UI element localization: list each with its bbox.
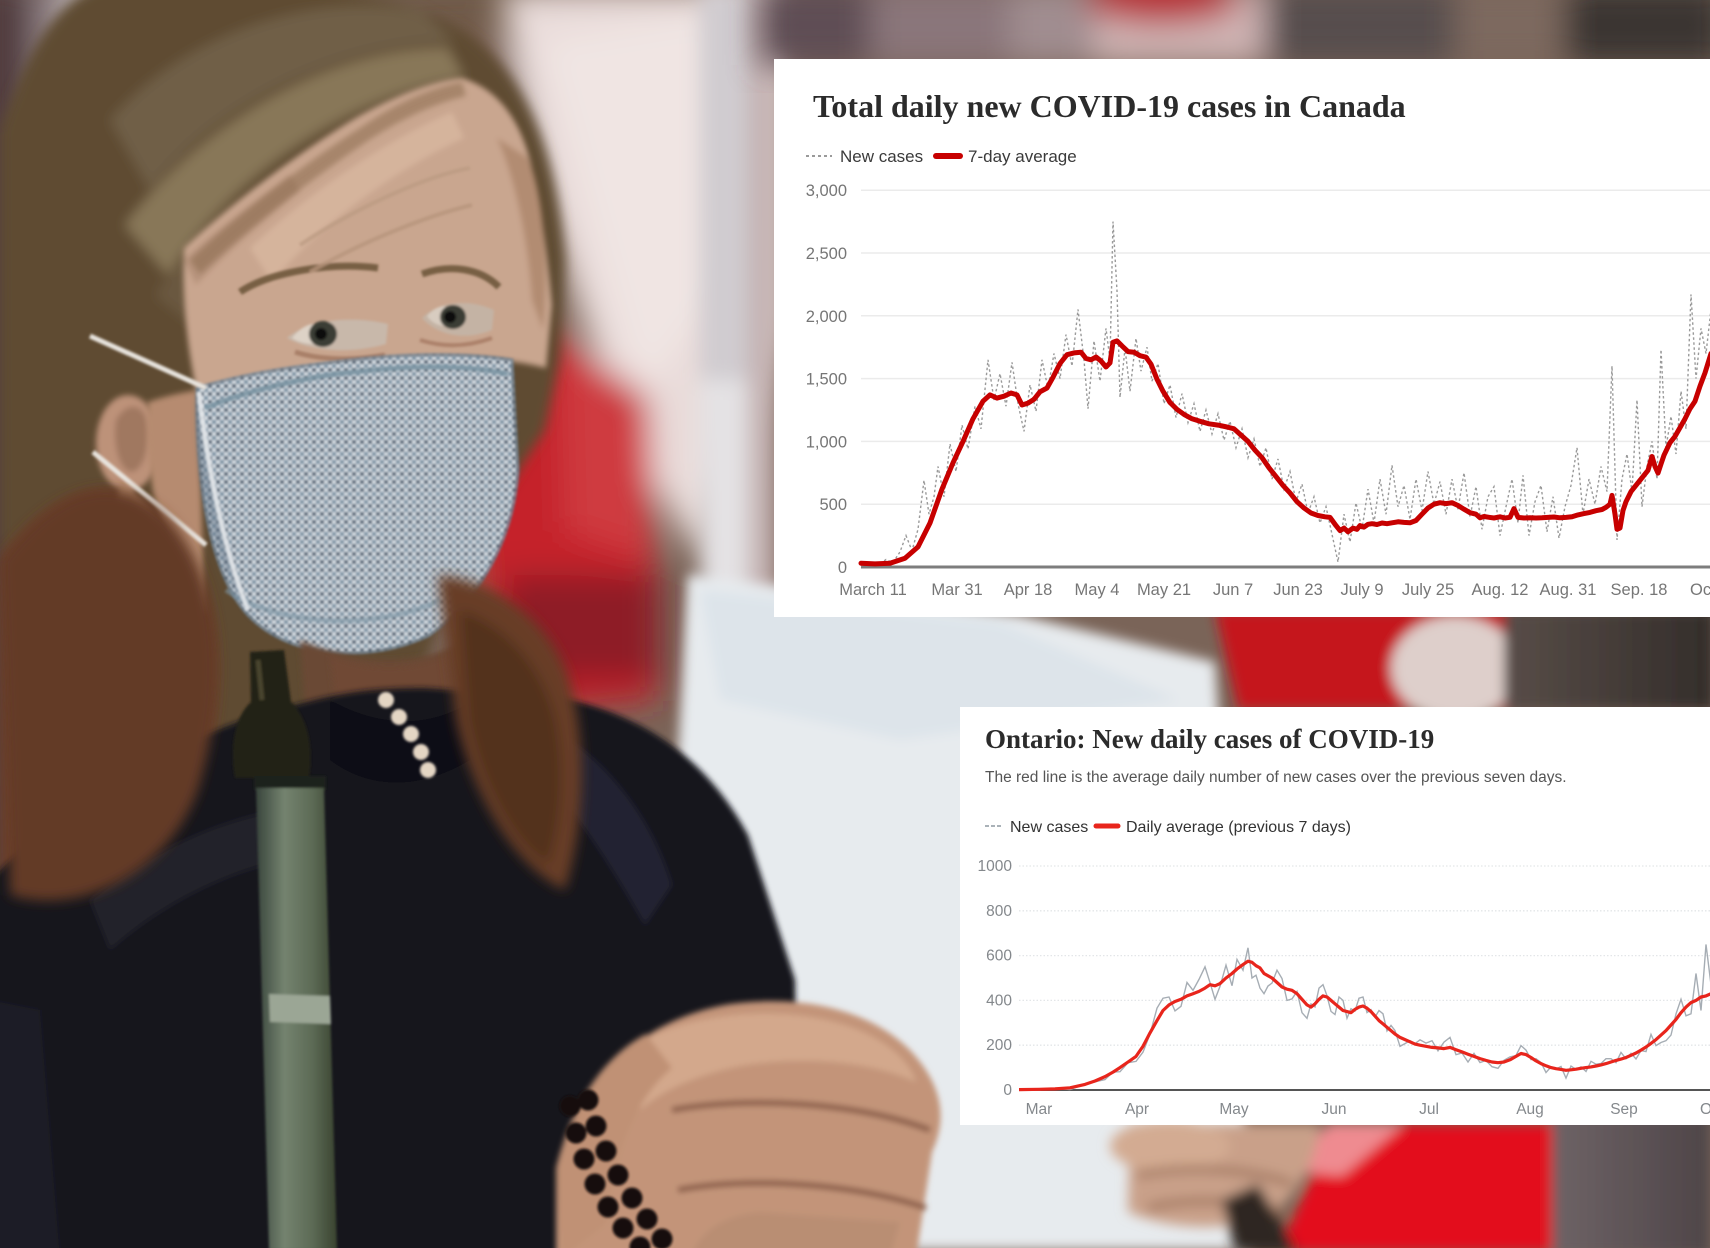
svg-text:New cases: New cases: [840, 147, 923, 166]
svg-text:1000: 1000: [978, 858, 1013, 875]
svg-text:Aug: Aug: [1516, 1101, 1544, 1118]
svg-text:May 4: May 4: [1075, 581, 1120, 599]
svg-text:1,000: 1,000: [806, 433, 847, 451]
svg-text:Apr 18: Apr 18: [1004, 581, 1053, 599]
svg-text:2,000: 2,000: [806, 308, 847, 326]
svg-text:Jun: Jun: [1322, 1101, 1347, 1118]
svg-text:May 21: May 21: [1137, 581, 1191, 599]
svg-text:Mar: Mar: [1026, 1101, 1053, 1118]
svg-text:July 25: July 25: [1402, 581, 1454, 599]
svg-text:Mar 31: Mar 31: [931, 581, 982, 599]
svg-text:The red line is the average da: The red line is the average daily number…: [985, 769, 1567, 786]
svg-text:Jun 23: Jun 23: [1273, 581, 1323, 599]
svg-text:March 11: March 11: [839, 581, 907, 599]
svg-text:Total daily new COVID-19 cases: Total daily new COVID-19 cases in Canada: [813, 88, 1406, 124]
svg-text:New cases: New cases: [1010, 819, 1088, 836]
svg-text:0: 0: [838, 559, 847, 577]
svg-text:July 9: July 9: [1340, 581, 1383, 599]
svg-text:0: 0: [1003, 1082, 1012, 1099]
svg-text:Ontario: New daily cases of CO: Ontario: New daily cases of COVID-19: [985, 724, 1434, 754]
svg-text:200: 200: [986, 1037, 1012, 1054]
svg-text:1,500: 1,500: [806, 371, 847, 389]
svg-text:3,000: 3,000: [806, 182, 847, 200]
svg-text:Aug. 12: Aug. 12: [1472, 581, 1529, 599]
svg-text:2,500: 2,500: [806, 245, 847, 263]
svg-text:Jul: Jul: [1419, 1101, 1439, 1118]
svg-text:Apr: Apr: [1125, 1101, 1149, 1118]
svg-text:Jun 7: Jun 7: [1213, 581, 1253, 599]
svg-text:500: 500: [819, 496, 847, 514]
svg-text:600: 600: [986, 948, 1012, 965]
svg-text:7-day average: 7-day average: [968, 147, 1077, 166]
svg-text:400: 400: [986, 992, 1012, 1009]
svg-text:Oct. 4: Oct. 4: [1690, 581, 1710, 599]
svg-text:Aug. 31: Aug. 31: [1540, 581, 1597, 599]
svg-text:800: 800: [986, 903, 1012, 920]
svg-text:Daily average (previous 7 days: Daily average (previous 7 days): [1126, 819, 1351, 836]
svg-text:Oct: Oct: [1700, 1101, 1710, 1118]
svg-text:Sep: Sep: [1610, 1101, 1638, 1118]
svg-text:Sep. 18: Sep. 18: [1611, 581, 1668, 599]
svg-text:May: May: [1219, 1101, 1249, 1118]
